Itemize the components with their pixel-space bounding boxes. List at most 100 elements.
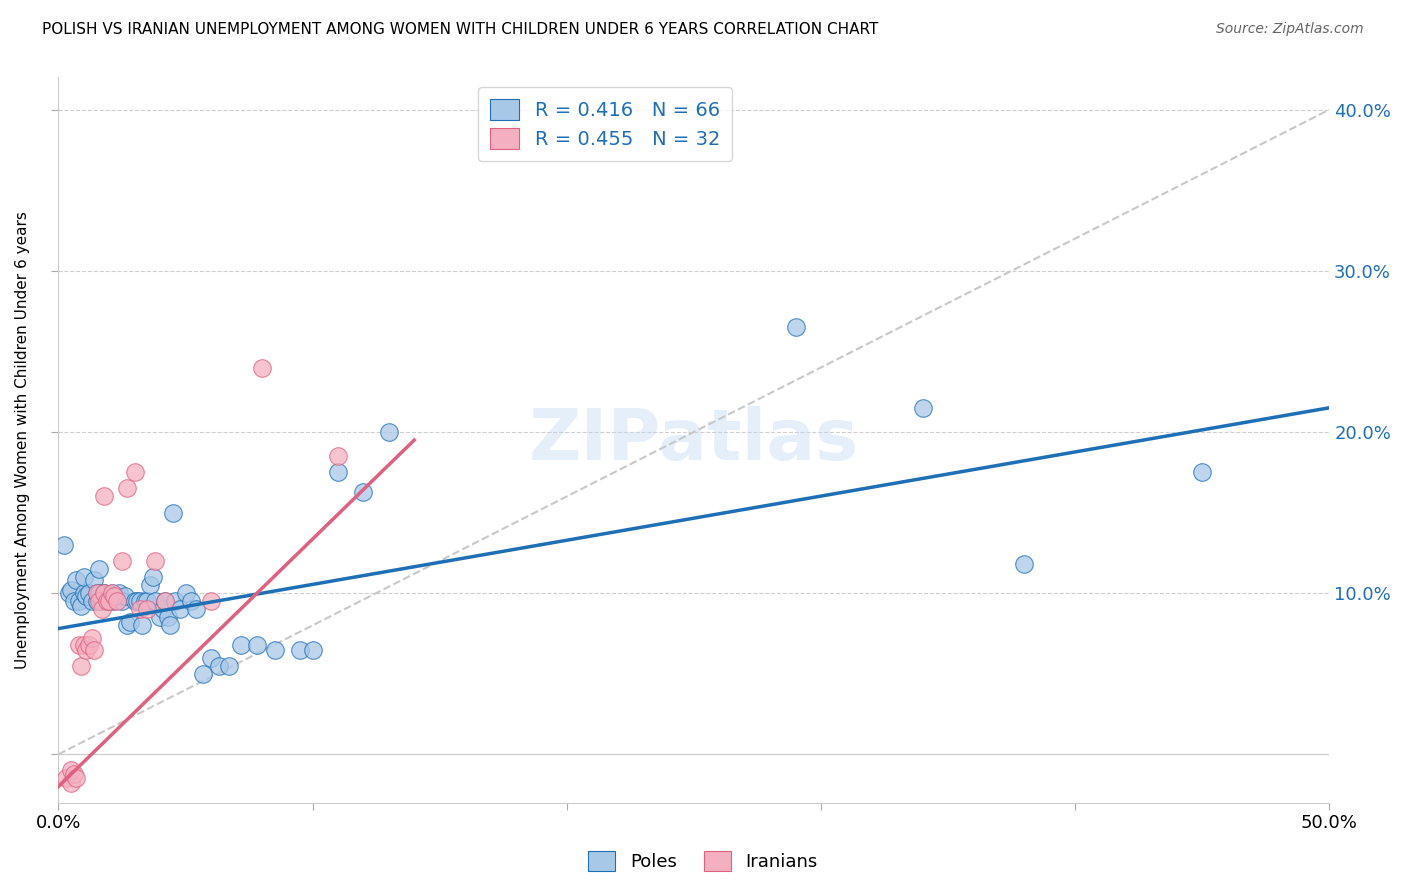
Point <box>98 594 121 608</box>
Point <box>62 766 84 780</box>
Point <box>105 590 128 604</box>
Point <box>131 618 153 632</box>
Point <box>93 586 115 600</box>
Point <box>155 594 177 608</box>
Point <box>96 590 118 604</box>
Point <box>231 638 253 652</box>
Point <box>1014 557 1036 571</box>
Point <box>200 650 222 665</box>
Text: ZIPatlas: ZIPatlas <box>529 406 859 475</box>
Point <box>174 586 197 600</box>
Point <box>55 772 77 786</box>
Point <box>193 666 215 681</box>
Point <box>96 594 118 608</box>
Point <box>67 594 90 608</box>
Point <box>75 642 97 657</box>
Point <box>101 586 124 600</box>
Point <box>89 594 111 608</box>
Point <box>93 586 115 600</box>
Point <box>83 573 105 587</box>
Point <box>785 320 807 334</box>
Point <box>152 602 174 616</box>
Point <box>378 425 401 439</box>
Point <box>250 360 273 375</box>
Point <box>353 484 375 499</box>
Point <box>207 658 229 673</box>
Point <box>93 490 115 504</box>
Point <box>115 618 138 632</box>
Point <box>65 573 87 587</box>
Point <box>141 570 163 584</box>
Legend: Poles, Iranians: Poles, Iranians <box>581 844 825 879</box>
Point <box>128 602 150 616</box>
Legend: R = 0.416   N = 66, R = 0.455   N = 32: R = 0.416 N = 66, R = 0.455 N = 32 <box>478 87 731 161</box>
Point <box>143 594 166 608</box>
Point <box>136 594 159 608</box>
Point <box>111 554 134 568</box>
Point <box>134 594 156 608</box>
Point <box>200 594 222 608</box>
Point <box>52 538 75 552</box>
Point <box>124 465 146 479</box>
Point <box>93 586 115 600</box>
Point <box>162 506 184 520</box>
Text: Source: ZipAtlas.com: Source: ZipAtlas.com <box>1216 22 1364 37</box>
Point <box>90 602 112 616</box>
Point <box>80 632 103 646</box>
Text: POLISH VS IRANIAN UNEMPLOYMENT AMONG WOMEN WITH CHILDREN UNDER 6 YEARS CORRELATI: POLISH VS IRANIAN UNEMPLOYMENT AMONG WOM… <box>42 22 879 37</box>
Point <box>103 590 125 604</box>
Point <box>70 599 93 613</box>
Point <box>60 776 83 790</box>
Point <box>80 594 103 608</box>
Point <box>326 449 349 463</box>
Point <box>263 642 285 657</box>
Point <box>108 586 131 600</box>
Point <box>101 586 124 600</box>
Point <box>165 594 187 608</box>
Point <box>139 578 162 592</box>
Point <box>67 638 90 652</box>
Point <box>73 638 96 652</box>
Point <box>86 586 108 600</box>
Point <box>86 594 108 608</box>
Point <box>105 594 128 608</box>
Point <box>149 610 172 624</box>
Point <box>128 594 150 608</box>
Point <box>127 594 149 608</box>
Point <box>156 610 179 624</box>
Point <box>77 586 100 600</box>
Point <box>1191 465 1213 479</box>
Point <box>86 586 108 600</box>
Point <box>169 602 191 616</box>
Point <box>60 582 83 597</box>
Point <box>218 658 240 673</box>
Point <box>136 602 159 616</box>
Point <box>77 638 100 652</box>
Point <box>60 764 83 778</box>
Point <box>90 594 112 608</box>
Point <box>184 602 207 616</box>
Point <box>180 594 202 608</box>
Point <box>62 594 84 608</box>
Point <box>58 586 80 600</box>
Point <box>115 481 138 495</box>
Point <box>288 642 311 657</box>
Point <box>75 590 97 604</box>
Point <box>73 570 96 584</box>
Point <box>326 465 349 479</box>
Y-axis label: Unemployment Among Women with Children Under 6 years: Unemployment Among Women with Children U… <box>15 211 30 669</box>
Point <box>98 594 121 608</box>
Point <box>65 772 87 786</box>
Point <box>103 594 125 608</box>
Point <box>124 594 146 608</box>
Point <box>246 638 269 652</box>
Point <box>89 562 111 576</box>
Point <box>89 586 111 600</box>
Point <box>73 586 96 600</box>
Point <box>83 642 105 657</box>
Point <box>70 658 93 673</box>
Point <box>114 590 136 604</box>
Point <box>159 618 181 632</box>
Point <box>301 642 323 657</box>
Point <box>111 594 134 608</box>
